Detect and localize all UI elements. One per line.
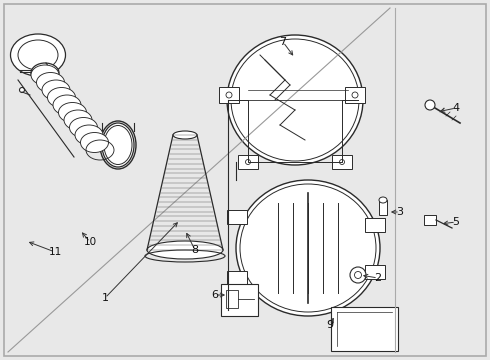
Ellipse shape bbox=[227, 35, 363, 165]
Ellipse shape bbox=[31, 65, 59, 85]
Bar bbox=[424, 215, 436, 225]
Ellipse shape bbox=[48, 87, 75, 108]
Ellipse shape bbox=[36, 72, 65, 93]
Bar bbox=[219, 87, 239, 103]
Ellipse shape bbox=[350, 267, 366, 283]
Bar bbox=[332, 155, 352, 169]
Ellipse shape bbox=[75, 125, 103, 145]
Text: 4: 4 bbox=[452, 103, 460, 113]
Bar bbox=[227, 271, 247, 285]
Text: 9: 9 bbox=[326, 320, 334, 330]
Ellipse shape bbox=[58, 103, 87, 122]
Bar bbox=[227, 210, 247, 224]
Bar bbox=[226, 290, 238, 308]
Text: 1: 1 bbox=[101, 293, 108, 303]
Text: 3: 3 bbox=[396, 207, 403, 217]
Bar bbox=[345, 87, 365, 103]
Text: 10: 10 bbox=[83, 237, 97, 247]
Ellipse shape bbox=[20, 87, 25, 93]
Bar bbox=[379, 200, 387, 215]
Ellipse shape bbox=[147, 241, 223, 259]
Text: 6: 6 bbox=[212, 290, 219, 300]
Bar bbox=[365, 265, 385, 279]
FancyBboxPatch shape bbox=[331, 307, 398, 351]
Text: 8: 8 bbox=[192, 245, 198, 255]
Text: 5: 5 bbox=[452, 217, 460, 227]
Ellipse shape bbox=[425, 100, 435, 110]
FancyBboxPatch shape bbox=[221, 284, 258, 316]
Ellipse shape bbox=[64, 110, 92, 130]
Ellipse shape bbox=[80, 132, 108, 153]
Text: 7: 7 bbox=[279, 37, 287, 47]
Text: 2: 2 bbox=[374, 273, 382, 283]
Ellipse shape bbox=[10, 34, 66, 76]
Ellipse shape bbox=[70, 117, 98, 138]
Bar bbox=[238, 155, 258, 169]
Ellipse shape bbox=[236, 180, 380, 316]
Bar bbox=[365, 218, 385, 232]
Ellipse shape bbox=[31, 63, 59, 83]
Ellipse shape bbox=[379, 197, 387, 203]
Ellipse shape bbox=[53, 95, 81, 115]
Ellipse shape bbox=[42, 80, 70, 100]
Ellipse shape bbox=[173, 131, 197, 139]
Text: 11: 11 bbox=[49, 247, 62, 257]
Ellipse shape bbox=[102, 123, 134, 167]
